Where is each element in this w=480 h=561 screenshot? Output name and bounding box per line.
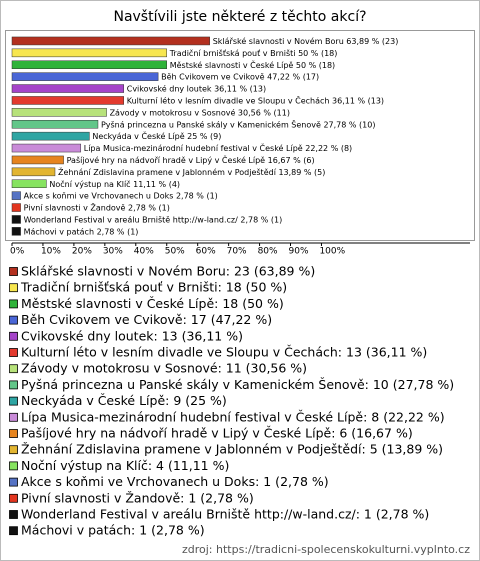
x-tick-label: 0%	[10, 247, 25, 257]
legend-label: Tradiční brnišťská pouť v Brništi: 18 (5…	[20, 280, 287, 295]
x-tick-label: 80%	[258, 247, 278, 257]
data-label: Akce s koňmi ve Vrchovanech u Doks 2,78 …	[24, 191, 218, 201]
x-tick-label: 70%	[227, 247, 247, 257]
data-label: Běh Cvikovem ve Cvikově 47,22 % (17)	[161, 73, 319, 82]
bar	[11, 48, 167, 58]
legend-swatch	[9, 380, 18, 390]
bar	[11, 215, 21, 224]
legend-label: Pašíjové hry na nádvoří hradě v Lipý v Č…	[21, 426, 413, 441]
data-label: Kulturní léto v lesním divadle ve Sloupu…	[127, 94, 384, 105]
x-tick-label: 30%	[103, 247, 123, 257]
legend-swatch	[9, 348, 18, 357]
bar	[11, 84, 124, 93]
data-label: Žehnání Zdislavina pramene v Jablonném v…	[58, 166, 325, 177]
data-label: Tradiční brnišťská pouť v Brništi 50 % (…	[169, 48, 338, 58]
bar	[11, 155, 64, 165]
legend-label: Pyšná princezna u Panské skály v Kamenic…	[21, 377, 454, 392]
bar	[11, 72, 159, 81]
legend-swatch	[9, 331, 18, 341]
x-tick-label: 50%	[165, 247, 185, 257]
legend-label: Noční výstup na Klíč: 4 (11,11 %)	[21, 458, 229, 473]
legend-label: Závody v motokrosu v Sosnové: 11 (30,56 …	[21, 361, 307, 376]
data-label: Máchovi v patách 2,78 % (1)	[24, 227, 139, 236]
data-label: Pyšná princezna u Panské skály v Kamenic…	[101, 118, 376, 129]
legend-label: Sklářské slavnosti v Novém Boru: 23 (63,…	[21, 264, 315, 279]
legend-label: Běh Cvikovem ve Cvikově: 17 (47,22 %)	[21, 312, 272, 327]
bar	[11, 36, 210, 46]
legend-label: Máchovi v patách: 1 (2,78 %)	[21, 523, 205, 538]
legend-swatch	[9, 283, 18, 293]
legend-label: Wonderland Festival v areálu Brniště htt…	[21, 507, 429, 522]
legend-label: Lípa Musica-mezinárodní hudební festival…	[21, 409, 445, 424]
legend-swatch	[9, 429, 18, 438]
legend-swatch	[9, 267, 18, 276]
bar	[11, 143, 82, 153]
legend-label: Žehnání Zdislavina pramene v Jablonném v…	[21, 442, 443, 457]
legend-label: Kulturní léto v lesním divadle ve Sloupu…	[21, 345, 427, 360]
x-tick-label: 90%	[289, 247, 309, 257]
legend-swatch	[9, 510, 18, 519]
bar	[11, 108, 107, 117]
source: zdroj: https://tradicni-spolecenskokultu…	[182, 543, 470, 556]
bar	[11, 191, 21, 200]
legend-swatch	[9, 445, 18, 455]
bar	[11, 96, 124, 105]
x-tick-label: 40%	[134, 247, 154, 257]
data-label: Závody v motokrosu v Sosnové 30,56 % (11…	[110, 107, 290, 117]
bar	[11, 131, 90, 141]
data-label: Noční výstup na Klíč 11,11 % (4)	[49, 179, 180, 189]
legend-swatch	[9, 493, 18, 503]
legend-swatch	[9, 526, 18, 536]
legend-swatch	[9, 412, 18, 422]
legend-label: Akce s koňmi ve Vrchovanech u Doks: 1 (2…	[21, 474, 329, 489]
legend-swatch	[9, 299, 18, 309]
bar	[11, 227, 21, 236]
data-label: Pašíjové hry na nádvoří hradě v Lipý v Č…	[67, 154, 315, 165]
data-label: Sklářské slavnosti v Novém Boru 63,89 % …	[213, 36, 399, 46]
x-tick-label: 100%	[319, 247, 345, 257]
data-label: Pivní slavnosti v Žandově 2,78 % (1)	[24, 202, 170, 213]
data-label: Cvikovské dny loutek 36,11 % (13)	[127, 84, 266, 94]
data-label: Městské slavnosti v České Lípě 50 % (18)	[170, 59, 335, 70]
legend-swatch	[9, 396, 18, 406]
chart-title: Navštívili jste některé z těchto akcí?	[113, 9, 366, 25]
bar	[11, 120, 99, 129]
data-label: Neckyáda v České Lípě 25 % (9)	[92, 130, 221, 141]
bar	[11, 203, 21, 212]
bar	[11, 179, 47, 188]
data-label: Lípa Musica-mezinárodní hudební festival…	[84, 142, 352, 153]
legend-label: Neckyáda v České Lípě: 9 (25 %)	[21, 393, 227, 408]
legend-swatch	[9, 477, 18, 487]
legend-label: Cvikovské dny loutek: 13 (36,11 %)	[21, 328, 243, 343]
legend-swatch	[9, 364, 18, 374]
x-tick-label: 10%	[41, 247, 61, 257]
legend-label: Pivní slavnosti v Žandově: 1 (2,78 %)	[21, 490, 254, 505]
legend-label: Městské slavnosti v České Lípě: 18 (50 %…	[21, 296, 284, 311]
data-label: Wonderland Festival v areálu Brniště htt…	[24, 214, 283, 224]
x-tick-label: 60%	[196, 247, 216, 257]
legend-swatch	[9, 315, 18, 325]
bar	[11, 167, 56, 177]
legend-swatch	[9, 461, 18, 471]
x-tick-label: 20%	[72, 247, 92, 257]
bar	[11, 60, 167, 69]
